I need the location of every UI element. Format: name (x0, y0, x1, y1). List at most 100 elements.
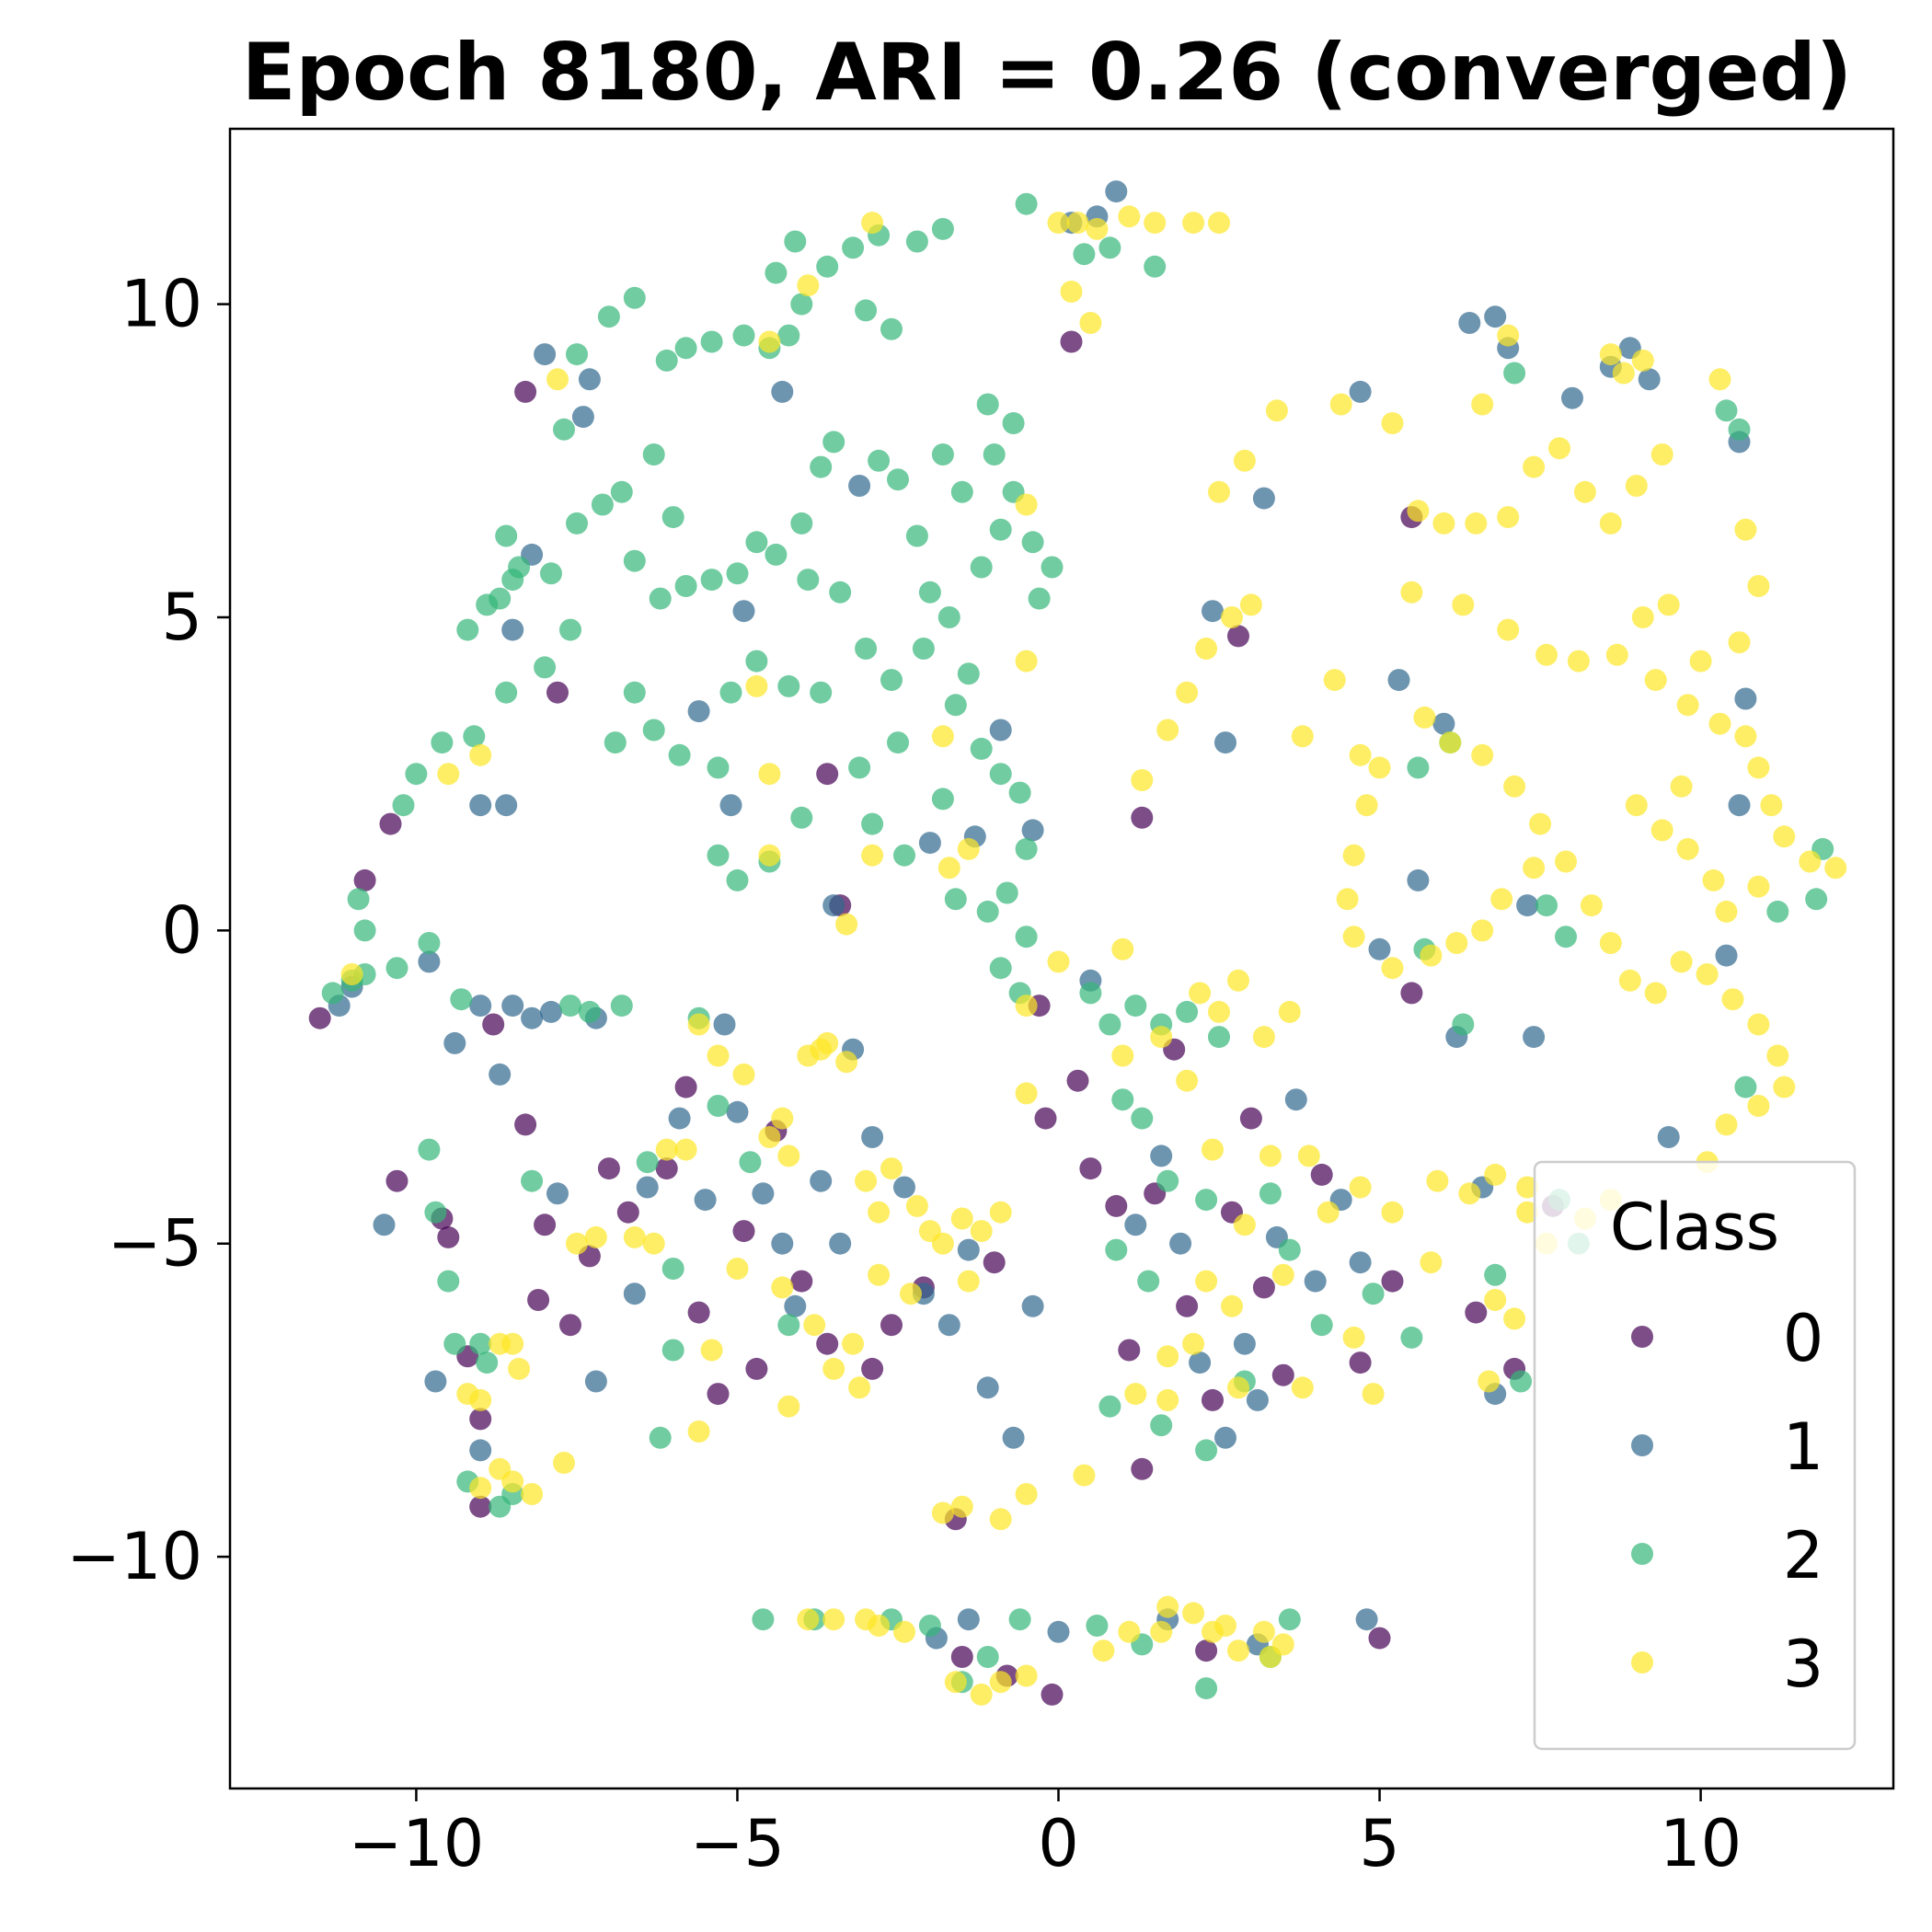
point-class-3 (1278, 1000, 1301, 1023)
point-class-2 (661, 506, 684, 529)
point-class-3 (797, 274, 820, 297)
point-class-0 (1227, 625, 1249, 648)
point-class-1 (1349, 1251, 1372, 1274)
point-class-3 (1715, 1113, 1738, 1136)
chart-title: Epoch 8180, ARI = 0.26 (converged) (242, 27, 1853, 119)
point-class-1 (752, 1182, 775, 1205)
point-class-3 (957, 837, 980, 860)
point-class-3 (931, 1501, 954, 1524)
point-class-1 (694, 1189, 717, 1212)
point-class-2 (1484, 1263, 1507, 1286)
point-class-2 (636, 1151, 659, 1174)
point-class-3 (855, 1169, 878, 1192)
legend-marker-class-1 (1631, 1434, 1653, 1456)
point-class-2 (553, 418, 575, 441)
point-class-2 (931, 443, 954, 466)
point-class-3 (1291, 1376, 1314, 1399)
point-class-3 (1239, 593, 1262, 616)
point-class-3 (674, 1138, 697, 1161)
point-class-3 (1747, 875, 1770, 898)
x-tick-label: 10 (1660, 1806, 1742, 1881)
point-class-1 (1407, 868, 1430, 891)
y-tick-label: 5 (161, 580, 202, 655)
point-class-3 (1111, 937, 1134, 960)
point-class-3 (944, 1671, 967, 1694)
point-class-3 (1086, 217, 1109, 240)
point-class-3 (1362, 1383, 1385, 1406)
point-class-3 (501, 1332, 524, 1355)
point-class-3 (835, 913, 858, 936)
point-class-1 (822, 894, 845, 917)
point-class-3 (1420, 944, 1443, 967)
point-class-1 (1355, 1608, 1378, 1631)
point-class-2 (989, 957, 1012, 980)
point-class-3 (1407, 500, 1430, 523)
point-class-0 (816, 763, 839, 786)
point-class-3 (700, 1339, 723, 1362)
point-class-2 (649, 1426, 672, 1449)
point-class-2 (431, 731, 454, 754)
point-class-3 (1182, 212, 1205, 235)
point-class-3 (868, 1615, 891, 1637)
point-class-1 (501, 995, 524, 1018)
point-class-3 (1349, 1176, 1372, 1199)
point-class-3 (1176, 1069, 1199, 1092)
point-class-1 (1734, 687, 1757, 710)
point-class-2 (1086, 1615, 1109, 1637)
point-class-1 (534, 343, 557, 366)
point-class-0 (616, 1201, 639, 1224)
point-class-3 (822, 1357, 845, 1380)
point-class-1 (469, 794, 492, 817)
point-class-1 (1484, 305, 1507, 328)
point-class-2 (1555, 926, 1577, 949)
point-class-3 (1766, 1044, 1789, 1067)
point-class-3 (1612, 362, 1635, 385)
point-class-2 (501, 569, 524, 592)
point-class-3 (777, 1144, 800, 1167)
legend-box (1533, 1160, 1857, 1751)
point-class-3 (1676, 694, 1699, 717)
point-class-2 (918, 581, 941, 604)
point-class-3 (1497, 618, 1520, 641)
point-class-2 (707, 1095, 730, 1117)
point-class-2 (418, 932, 441, 954)
point-class-2 (765, 543, 788, 566)
point-class-3 (1202, 1620, 1224, 1643)
point-class-3 (1381, 957, 1404, 980)
point-class-0 (1368, 1627, 1391, 1650)
point-class-3 (1208, 212, 1230, 235)
point-class-3 (1073, 1464, 1096, 1487)
point-class-1 (1202, 600, 1224, 623)
point-class-3 (777, 1395, 800, 1418)
point-class-3 (1233, 1213, 1256, 1236)
point-class-0 (1239, 1107, 1262, 1130)
point-class-2 (745, 531, 768, 554)
point-class-3 (726, 1258, 749, 1280)
point-class-0 (1252, 1276, 1275, 1299)
point-class-2 (1176, 1000, 1199, 1023)
point-class-1 (719, 794, 742, 817)
point-class-3 (1297, 1144, 1320, 1167)
point-class-0 (880, 1314, 903, 1337)
point-class-2 (437, 1270, 460, 1293)
point-class-3 (1317, 1201, 1340, 1224)
point-class-2 (469, 1332, 492, 1355)
point-class-2 (989, 518, 1012, 541)
y-tick-label: 0 (161, 892, 202, 968)
point-class-2 (893, 844, 915, 867)
point-class-2 (976, 1646, 999, 1668)
point-class-0 (1131, 806, 1154, 829)
point-class-2 (707, 844, 730, 867)
point-class-3 (508, 1357, 531, 1380)
point-class-2 (623, 286, 646, 309)
point-class-3 (989, 1201, 1012, 1224)
point-class-3 (566, 1232, 588, 1255)
point-class-0 (1465, 1301, 1488, 1324)
point-class-3 (1490, 888, 1513, 911)
point-class-0 (674, 1075, 697, 1098)
point-class-3 (1227, 1639, 1249, 1662)
point-class-0 (1131, 1457, 1154, 1480)
point-class-2 (674, 337, 697, 360)
point-class-2 (887, 731, 909, 754)
point-class-3 (1747, 575, 1770, 597)
